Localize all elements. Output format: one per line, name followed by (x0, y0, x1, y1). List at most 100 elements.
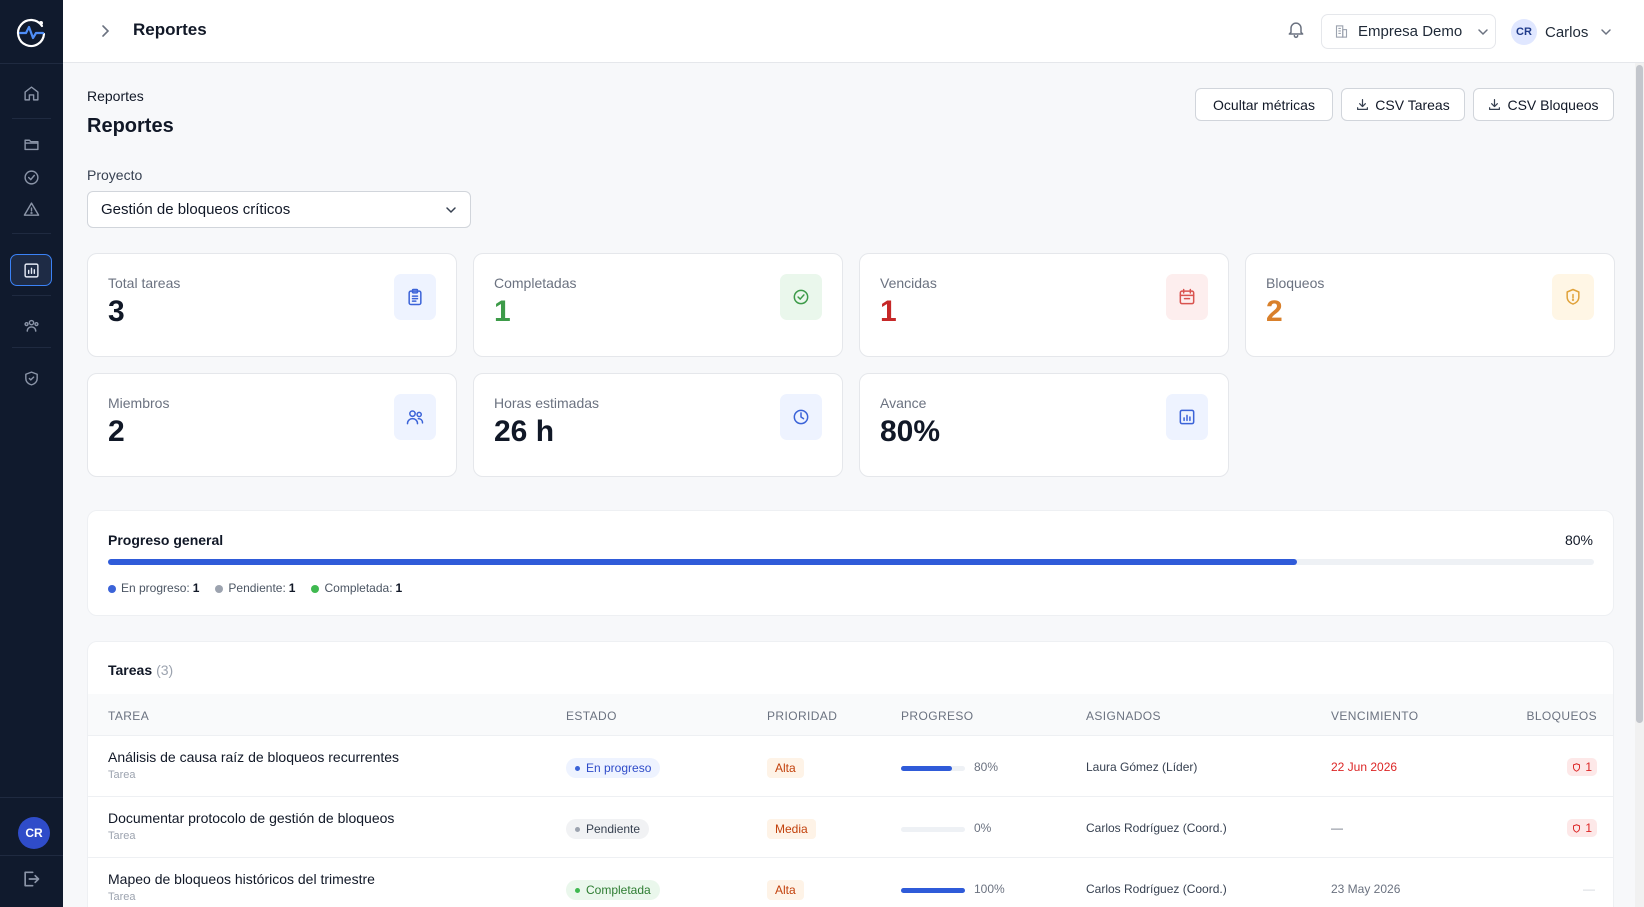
column-header-assignees[interactable]: ASIGNADOS (1086, 709, 1161, 723)
company-selector[interactable]: Empresa Demo (1321, 14, 1496, 49)
legend-label: Pendiente: (228, 581, 286, 595)
metric-label: Miembros (108, 395, 170, 411)
table-row[interactable]: Mapeo de bloqueos históricos del trimest… (88, 858, 1613, 907)
company-name: Empresa Demo (1358, 23, 1463, 40)
sidebar-user-avatar[interactable]: CR (18, 817, 50, 849)
sidebar-item-members[interactable] (10, 309, 52, 341)
legend-label: Completada: (324, 581, 393, 595)
tasks-title: Tareas (3) (108, 662, 173, 678)
task-progress-label: 100% (974, 882, 1005, 896)
task-type: Tarea (108, 830, 136, 842)
sidebar-item-tasks[interactable] (10, 161, 52, 193)
task-progress-track (901, 766, 965, 771)
priority-badge: Alta (767, 880, 804, 900)
progress-card: Progreso general 80% En progreso: 1 Pendi… (87, 510, 1614, 616)
calendar-icon (1166, 274, 1208, 320)
download-icon (1357, 99, 1369, 110)
column-header-task[interactable]: TAREA (108, 709, 150, 723)
legend-count: 1 (395, 581, 403, 595)
status-dot (575, 765, 580, 771)
bell-icon[interactable] (1286, 19, 1306, 39)
progress-legend: En progreso: 1 Pendiente: 1 Completada: 1 (108, 581, 402, 595)
project-label: Proyecto (87, 167, 143, 183)
sidebar-divider (12, 118, 51, 119)
chevron-down-icon (1478, 28, 1488, 35)
topbar-title: Reportes (133, 20, 207, 39)
tasks-card: Tareas (3) TAREA ESTADO PRIORIDAD PROGRES… (87, 641, 1614, 907)
metric-label: Horas estimadas (494, 395, 600, 411)
progress-percent: 80% (1564, 532, 1593, 548)
table-row[interactable]: Análisis de causa raíz de bloqueos recur… (88, 736, 1613, 797)
blocks-count: 1 (1585, 760, 1592, 774)
metric-label: Total tareas (108, 275, 181, 291)
project-select[interactable]: Gestión de bloqueos críticos (87, 191, 471, 228)
user-menu[interactable]: CR Carlos (1511, 18, 1612, 46)
metric-value: 26 h (494, 415, 555, 448)
status-badge: Completada (566, 880, 660, 900)
progress-fill (108, 559, 1297, 565)
csv-blocks-label: CSV Bloqueos (1507, 96, 1599, 113)
shield-alert-icon (1552, 274, 1594, 320)
shield-icon (1573, 762, 1581, 772)
sidebar-item-reports[interactable] (10, 254, 52, 286)
topbar: Reportes Empresa Demo CR Carlos (63, 0, 1644, 63)
sidebar-item-blocks[interactable] (10, 193, 52, 225)
metric-value: 1 (880, 295, 897, 328)
column-header-blocks[interactable]: BLOQUEOS (1526, 709, 1597, 723)
sidebar: CR (0, 0, 63, 907)
bar-chart-icon (1166, 394, 1208, 440)
hide-metrics-label: Ocultar métricas (1213, 96, 1315, 113)
chevron-right-icon[interactable] (97, 23, 113, 39)
blocks-empty: — (1583, 882, 1595, 896)
task-progress-label: 0% (974, 821, 992, 835)
sidebar-item-projects[interactable] (10, 128, 52, 160)
task-name[interactable]: Análisis de causa raíz de bloqueos recur… (108, 749, 400, 765)
sidebar-divider (12, 347, 51, 348)
chevron-down-icon (446, 206, 456, 213)
tasks-count: (3) (156, 662, 174, 678)
sidebar-divider (0, 797, 63, 798)
table-row[interactable]: Documentar protocolo de gestión de bloqu… (88, 797, 1613, 858)
task-due-date: 23 May 2026 (1331, 882, 1401, 896)
download-icon (1489, 99, 1501, 110)
logout-icon[interactable] (21, 869, 41, 889)
metric-label: Avance (880, 395, 927, 411)
breadcrumb[interactable]: Reportes (87, 88, 144, 104)
status-label: Completada (586, 883, 651, 897)
task-progress-fill (901, 766, 953, 771)
task-name[interactable]: Mapeo de bloqueos históricos del trimest… (108, 871, 375, 887)
hide-metrics-button[interactable]: Ocultar métricas (1195, 88, 1333, 121)
column-header-due[interactable]: VENCIMIENTO (1331, 709, 1419, 723)
scrollbar[interactable] (1635, 63, 1644, 907)
progress-title: Progreso general (108, 532, 224, 548)
tasks-title-label: Tareas (108, 662, 153, 678)
column-header-progress[interactable]: PROGRESO (901, 709, 974, 723)
task-type: Tarea (108, 891, 136, 903)
status-badge: En progreso (566, 758, 661, 778)
status-label: Pendiente (586, 822, 641, 836)
alert-triangle-icon (23, 201, 39, 216)
check-circle-icon (23, 169, 39, 185)
check-circle-icon (780, 274, 822, 320)
sidebar-item-security[interactable] (10, 362, 52, 394)
csv-blocks-button[interactable]: CSV Bloqueos (1473, 88, 1614, 121)
user-name: Carlos (1545, 23, 1589, 41)
blocks-badge: 1 (1567, 819, 1597, 837)
legend-item-in-progress: En progreso: 1 (108, 581, 199, 595)
sidebar-item-home[interactable] (10, 77, 52, 109)
column-header-status[interactable]: ESTADO (566, 709, 617, 723)
metric-card-estimated-hours: Horas estimadas 26 h (473, 373, 843, 477)
blocks-badge: 1 (1567, 758, 1597, 776)
app-logo-icon[interactable] (14, 15, 48, 49)
status-dot (575, 826, 580, 832)
task-assignees: Carlos Rodríguez (Coord.) (1086, 882, 1227, 896)
legend-label: En progreso: (121, 581, 190, 595)
task-type: Tarea (108, 769, 136, 781)
scrollbar-thumb[interactable] (1636, 65, 1643, 723)
csv-tasks-button[interactable]: CSV Tareas (1341, 88, 1465, 121)
metric-card-progress: Avance 80% (859, 373, 1229, 477)
clipboard-icon (394, 274, 436, 320)
task-name[interactable]: Documentar protocolo de gestión de bloqu… (108, 810, 395, 826)
task-progress-label: 80% (974, 760, 999, 774)
column-header-priority[interactable]: PRIORIDAD (767, 709, 838, 723)
